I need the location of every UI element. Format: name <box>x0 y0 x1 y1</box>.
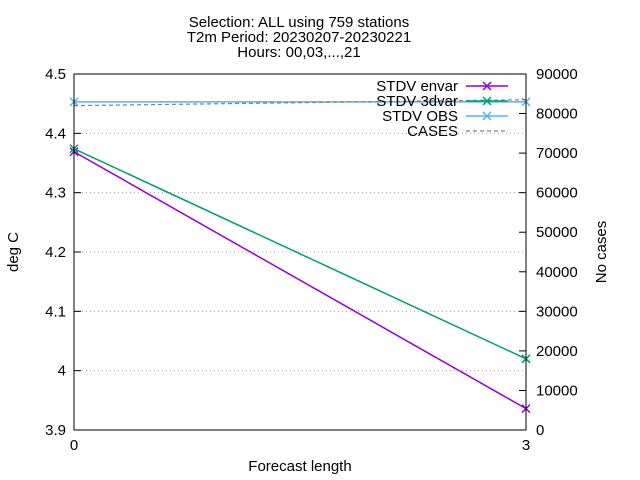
y2-tick-label: 50000 <box>536 224 578 241</box>
y2-tick-label: 80000 <box>536 106 578 123</box>
series-cases <box>73 99 527 107</box>
series-line <box>73 151 527 410</box>
y-tick-label: 4 <box>58 363 66 380</box>
title-line-2: T2m Period: 20230207-20230221 <box>187 29 411 46</box>
y-tick-label: 3.9 <box>45 422 66 439</box>
y2-tick-label: 90000 <box>536 66 578 83</box>
grid-lines <box>74 132 526 372</box>
y2-tick-label: 0 <box>536 422 544 439</box>
y2-tick-label: 40000 <box>536 264 578 281</box>
x-axis-label: Forecast length <box>248 458 351 475</box>
title-line-3: Hours: 00,03,...,21 <box>237 44 360 61</box>
legend-label: STDV envar <box>376 78 458 95</box>
y-tick-label: 4.2 <box>45 244 66 261</box>
y-tick-label: 4.4 <box>45 125 66 142</box>
legend-item: CASES <box>407 123 508 140</box>
marker-x-b <box>482 81 492 91</box>
legend-item: STDV OBS <box>382 108 508 125</box>
legend-item: STDV envar <box>376 78 508 95</box>
y-tick-label: 4.5 <box>45 66 66 83</box>
series-layer <box>69 97 531 414</box>
series-stdv-3dvar <box>69 144 531 364</box>
y2-tick-label: 60000 <box>536 185 578 202</box>
y2-tick-label: 20000 <box>536 343 578 360</box>
series-line <box>73 99 527 107</box>
y2-tick-label: 30000 <box>536 303 578 320</box>
y2-axis-label: No cases <box>593 221 610 284</box>
y-tick-label: 4.1 <box>45 303 66 320</box>
marker-x-b <box>482 111 492 121</box>
y-tick-label: 4.3 <box>45 185 66 202</box>
y-axis-label: deg C <box>5 232 22 272</box>
title-line-1: Selection: ALL using 759 stations <box>189 14 409 31</box>
y2-tick-label: 70000 <box>536 145 578 162</box>
legend-label: STDV OBS <box>382 108 458 125</box>
axis-ticks: 3.9 4 4.1 4.2 4.3 4.4 4.5 0 10000 20000 30000 40000… <box>45 66 578 454</box>
x-tick-label: 0 <box>70 437 78 454</box>
x-tick-label: 3 <box>522 437 530 454</box>
legend-label: STDV 3dvar <box>376 93 458 110</box>
legend-item: STDV 3dvar <box>376 93 508 110</box>
marker-x-b <box>482 96 492 106</box>
legend-label: CASES <box>407 123 458 140</box>
y2-tick-label: 10000 <box>536 382 578 399</box>
series-stdv-envar <box>69 147 531 414</box>
series-line <box>73 148 527 360</box>
